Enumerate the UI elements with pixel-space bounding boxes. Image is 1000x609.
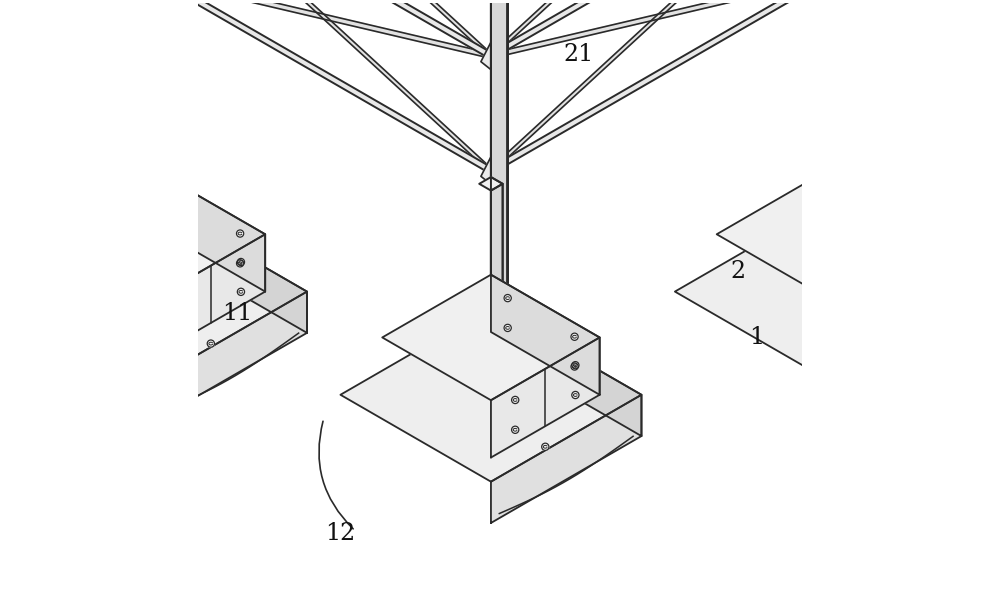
Polygon shape: [825, 292, 976, 420]
Polygon shape: [156, 0, 491, 173]
Circle shape: [839, 221, 846, 228]
Polygon shape: [825, 0, 842, 184]
Polygon shape: [491, 184, 503, 344]
Polygon shape: [825, 172, 934, 292]
Polygon shape: [825, 174, 842, 234]
Circle shape: [207, 340, 214, 347]
Polygon shape: [825, 0, 842, 194]
Polygon shape: [825, 0, 842, 194]
Circle shape: [572, 362, 579, 369]
Polygon shape: [491, 0, 508, 387]
Circle shape: [512, 396, 519, 404]
Polygon shape: [717, 172, 934, 297]
Circle shape: [236, 230, 244, 237]
Polygon shape: [156, 172, 265, 292]
Circle shape: [177, 293, 184, 300]
Polygon shape: [825, 0, 842, 194]
Polygon shape: [340, 308, 641, 482]
Polygon shape: [491, 0, 825, 173]
Polygon shape: [675, 205, 976, 378]
Polygon shape: [491, 0, 508, 377]
Circle shape: [571, 363, 578, 370]
Text: 11: 11: [222, 302, 253, 325]
Polygon shape: [156, 0, 173, 194]
Text: 2: 2: [731, 260, 746, 283]
Polygon shape: [156, 0, 173, 194]
Polygon shape: [481, 42, 501, 69]
Circle shape: [170, 191, 177, 199]
Polygon shape: [156, 0, 491, 58]
Polygon shape: [156, 205, 307, 333]
Polygon shape: [825, 0, 842, 184]
Polygon shape: [491, 0, 508, 377]
Polygon shape: [491, 275, 600, 395]
Text: 21: 21: [563, 43, 594, 66]
Circle shape: [542, 443, 549, 451]
Polygon shape: [156, 0, 491, 58]
Polygon shape: [491, 0, 508, 377]
Polygon shape: [825, 234, 934, 354]
Circle shape: [846, 293, 853, 300]
Polygon shape: [156, 234, 265, 354]
Polygon shape: [491, 177, 503, 337]
Polygon shape: [491, 0, 825, 59]
Polygon shape: [825, 184, 842, 244]
Circle shape: [876, 340, 883, 347]
Circle shape: [571, 333, 578, 340]
Polygon shape: [156, 184, 173, 244]
Polygon shape: [491, 395, 641, 523]
Circle shape: [170, 221, 177, 228]
Circle shape: [236, 259, 244, 267]
Polygon shape: [825, 0, 842, 184]
Polygon shape: [156, 0, 491, 59]
Polygon shape: [156, 0, 173, 194]
Circle shape: [905, 259, 913, 267]
Polygon shape: [479, 177, 503, 191]
Polygon shape: [491, 0, 508, 387]
Polygon shape: [48, 172, 265, 297]
Circle shape: [512, 426, 519, 434]
Polygon shape: [6, 205, 307, 378]
Text: 1: 1: [749, 326, 764, 349]
Polygon shape: [491, 0, 825, 58]
Circle shape: [504, 295, 511, 301]
Polygon shape: [491, 0, 825, 58]
Circle shape: [572, 392, 579, 399]
Polygon shape: [156, 0, 173, 184]
Polygon shape: [140, 174, 173, 194]
Polygon shape: [491, 0, 825, 174]
Polygon shape: [825, 205, 976, 333]
Circle shape: [906, 258, 913, 266]
Polygon shape: [156, 174, 173, 234]
Polygon shape: [491, 0, 508, 387]
Circle shape: [177, 323, 184, 330]
Polygon shape: [382, 275, 600, 400]
Circle shape: [237, 258, 245, 266]
Polygon shape: [156, 0, 491, 174]
Text: 12: 12: [325, 523, 355, 545]
Polygon shape: [491, 337, 600, 457]
Circle shape: [905, 230, 913, 237]
Polygon shape: [156, 0, 173, 184]
Circle shape: [839, 191, 846, 199]
Polygon shape: [156, 0, 173, 184]
Circle shape: [846, 323, 853, 330]
Polygon shape: [491, 308, 641, 436]
Polygon shape: [481, 157, 501, 185]
Circle shape: [504, 325, 511, 331]
Circle shape: [237, 288, 245, 295]
Polygon shape: [809, 174, 842, 194]
Polygon shape: [156, 292, 307, 420]
Circle shape: [906, 288, 913, 295]
